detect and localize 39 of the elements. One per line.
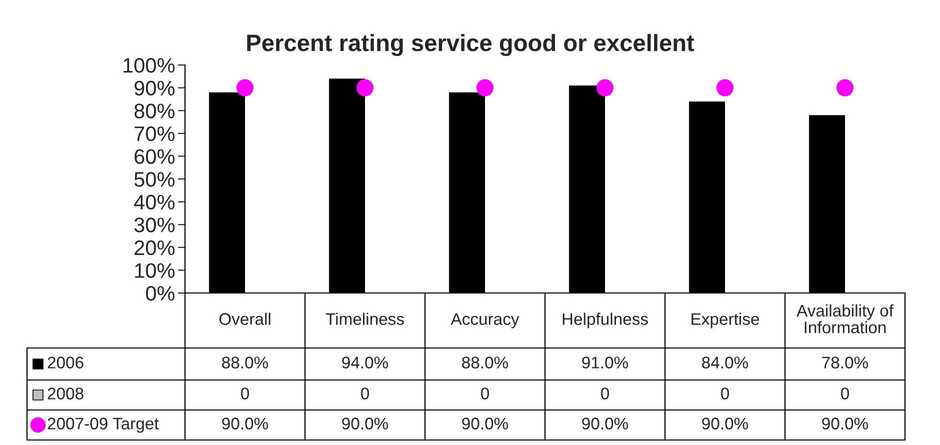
data-label: 90.0%: [342, 418, 388, 430]
y-tick-label: 50%: [134, 172, 175, 187]
y-tick-label: 40%: [134, 194, 175, 210]
data-label: 88.0%: [462, 356, 508, 368]
y-tick-label: 10%: [135, 263, 175, 278]
y-tick-label: 0%: [146, 286, 175, 301]
legend-label: 2007-09 Target: [48, 418, 159, 433]
legend-label: 2008: [48, 388, 84, 400]
y-tick-label: 30%: [134, 218, 175, 232]
data-label: 0: [721, 388, 729, 400]
chart-title: Percent rating service good or excellent: [247, 34, 694, 56]
x-tick-label: Timeliness: [326, 312, 404, 325]
data-label: 91.0%: [582, 356, 628, 368]
data-label: 90.0%: [222, 418, 268, 430]
legend-label: 2006: [48, 356, 84, 368]
y-tick-label: 90%: [134, 80, 175, 96]
data-label: 0: [241, 388, 249, 400]
data-label: 90.0%: [582, 418, 628, 430]
data-label: 90.0%: [702, 418, 748, 430]
data-label: 0: [601, 388, 609, 400]
x-tick-label: Availability of Information: [796, 304, 894, 334]
data-label: 90.0%: [822, 418, 868, 430]
data-label: 0: [841, 388, 849, 400]
data-label: 90.0%: [462, 418, 508, 430]
y-tick-label: 60%: [134, 149, 175, 164]
y-tick-label: 100%: [124, 58, 175, 73]
y-tick-label: 20%: [134, 240, 175, 256]
x-tick-label: Helpfulness: [562, 312, 648, 328]
y-tick-label: 70%: [134, 126, 175, 142]
data-label: 88.0%: [222, 356, 268, 368]
x-tick-label: Expertise: [692, 312, 759, 328]
x-tick-label: Accuracy: [450, 313, 520, 328]
y-tick-label: 80%: [134, 104, 175, 118]
data-label: 78.0%: [822, 356, 868, 368]
data-label: 84.0%: [702, 356, 748, 368]
data-label: 0: [361, 388, 369, 400]
data-label: 0: [481, 388, 489, 400]
data-label: 94.0%: [342, 356, 388, 368]
x-tick-label: Overall: [219, 312, 270, 325]
